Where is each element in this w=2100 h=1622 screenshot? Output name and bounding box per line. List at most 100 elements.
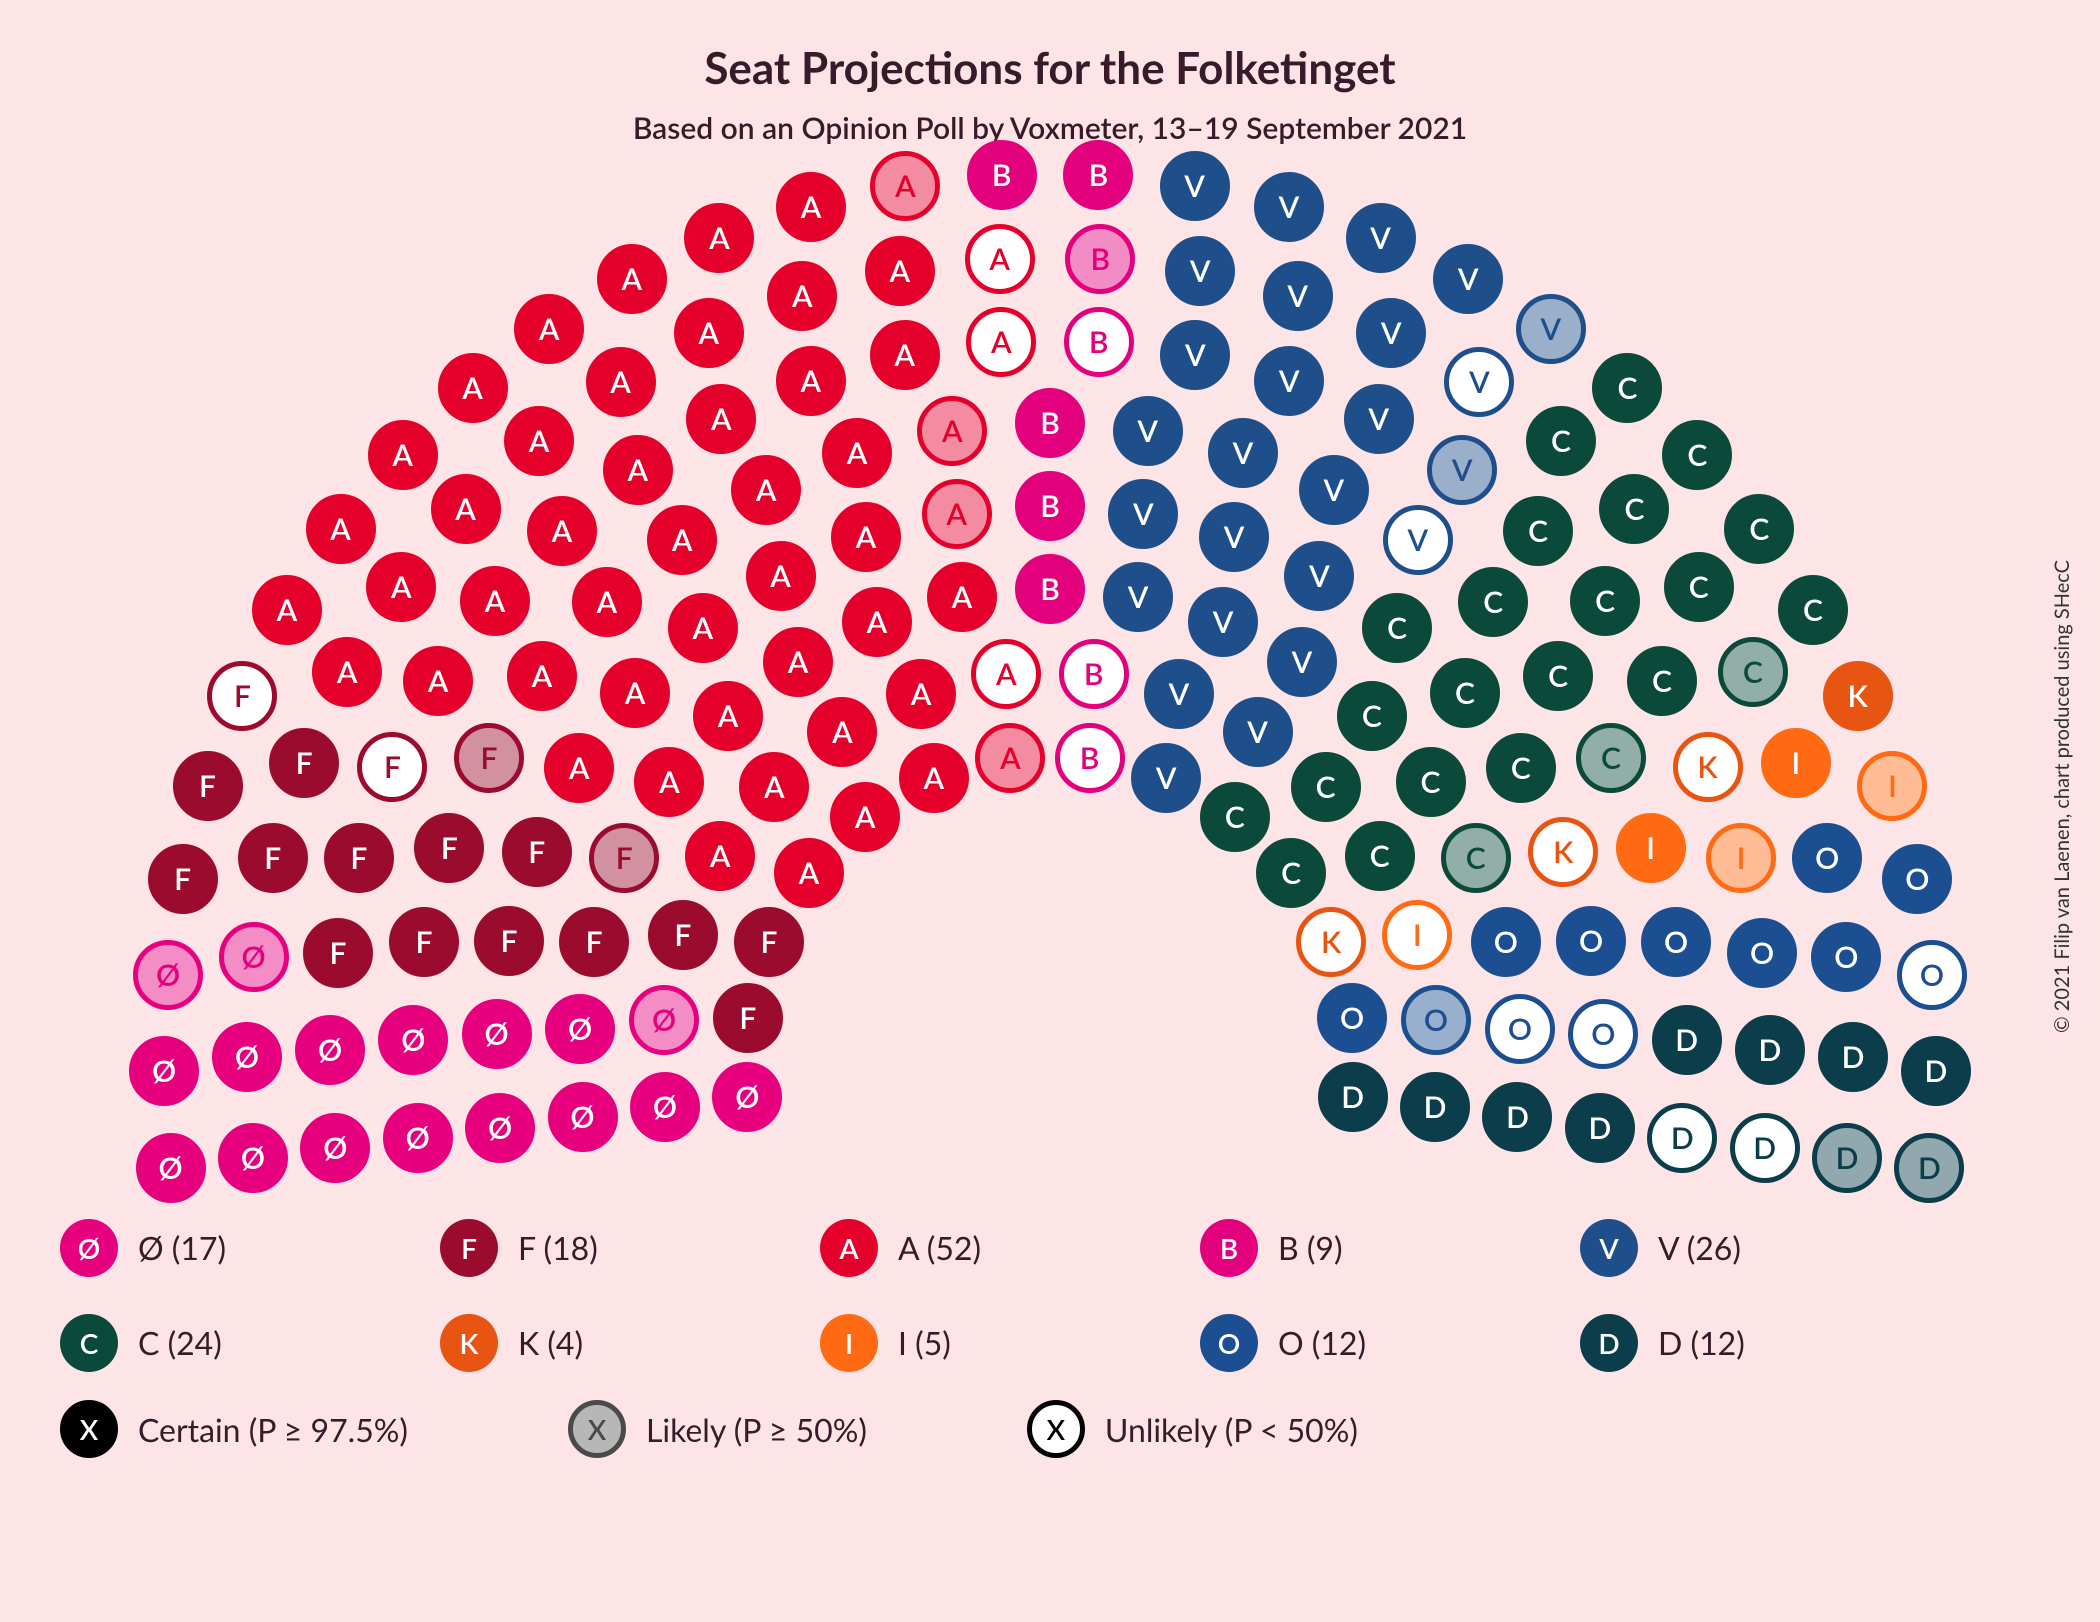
seat-label: C <box>1225 799 1245 835</box>
seat: C <box>1778 575 1848 645</box>
seat-label: V <box>1309 558 1330 594</box>
seat: C <box>1664 552 1734 622</box>
seat-label: Ø <box>156 957 180 993</box>
seat-label: A <box>942 413 963 449</box>
seat-label: C <box>1316 769 1336 805</box>
seat-label: Ø <box>242 939 266 975</box>
seat-label: F <box>296 745 313 781</box>
seat: D <box>1565 1093 1635 1163</box>
seat-label: C <box>1528 513 1548 549</box>
seat-label: A <box>711 401 732 437</box>
seat-label: D <box>1588 1110 1611 1146</box>
seat-label: C <box>1370 838 1390 874</box>
seat: Ø <box>383 1103 453 1173</box>
seat: A <box>586 347 656 417</box>
seat-label: A <box>952 579 973 615</box>
seat: B <box>1059 639 1129 709</box>
seat-label: B <box>1089 157 1109 193</box>
seat-label: K <box>1697 749 1717 785</box>
seat: A <box>842 587 912 657</box>
seat: A <box>460 566 530 636</box>
seat-label: Ø <box>318 1032 342 1068</box>
seat-label: A <box>529 423 550 459</box>
seat: C <box>1662 420 1732 490</box>
seat: K <box>1528 817 1598 887</box>
seat-label: A <box>911 676 932 712</box>
seat: F <box>648 900 718 970</box>
legend-swatch: D <box>1580 1314 1638 1372</box>
seat: A <box>674 298 744 368</box>
seat-label: A <box>539 311 560 347</box>
seat: A <box>899 743 969 813</box>
seat-label: A <box>596 584 617 620</box>
seat-label: D <box>1836 1140 1859 1176</box>
legend-item: KK (4) <box>440 1295 820 1390</box>
legend-swatch: Ø <box>60 1219 118 1277</box>
seat-label: F <box>384 749 401 785</box>
seat-label: F <box>500 923 517 959</box>
prob-legend-item: XCertain (P ≥ 97.5%) <box>60 1400 408 1458</box>
seat: A <box>366 552 436 622</box>
seat-label: V <box>1323 472 1344 508</box>
legend-item: BB (9) <box>1200 1200 1580 1295</box>
seat-label: A <box>277 592 298 628</box>
seat-label: C <box>1511 750 1531 786</box>
seat: O <box>1882 844 1952 914</box>
seat-label: V <box>1458 261 1479 297</box>
seat: V <box>1108 479 1178 549</box>
seat: C <box>1200 782 1270 852</box>
seat-label: B <box>1040 571 1060 607</box>
seat: D <box>1818 1022 1888 1092</box>
seat-label: F <box>329 935 346 971</box>
seat: V <box>1299 455 1369 525</box>
legend-swatch: F <box>440 1219 498 1277</box>
seat: A <box>776 346 846 416</box>
seat: A <box>767 261 837 331</box>
seat: B <box>1015 554 1085 624</box>
seat-label: B <box>1091 241 1111 277</box>
seat: V <box>1346 203 1416 273</box>
seat-label: A <box>764 769 785 805</box>
seat-label: A <box>801 363 822 399</box>
seat: A <box>975 723 1045 793</box>
seat-label: C <box>1618 370 1638 406</box>
seat-label: C <box>1551 423 1571 459</box>
seat: Ø <box>465 1093 535 1163</box>
seat: A <box>831 502 901 572</box>
seat: A <box>966 307 1036 377</box>
prob-legend-swatch: X <box>60 1400 118 1458</box>
seat: A <box>544 733 614 803</box>
seat: I <box>1857 751 1927 821</box>
seat: A <box>572 567 642 637</box>
legend-swatch: O <box>1200 1314 1258 1372</box>
seat-label: F <box>528 834 545 870</box>
legend-swatch: A <box>820 1219 878 1277</box>
seat: A <box>731 455 801 525</box>
seat: V <box>1113 396 1183 466</box>
seat: V <box>1433 244 1503 314</box>
seat: F <box>559 907 629 977</box>
prob-legend-item: XUnlikely (P < 50%) <box>1027 1400 1358 1458</box>
seat-label: V <box>1233 435 1254 471</box>
seat-label: A <box>485 583 506 619</box>
seat: F <box>303 918 373 988</box>
seat: D <box>1400 1072 1470 1142</box>
seat-label: D <box>1671 1120 1694 1156</box>
seat-label: A <box>895 168 916 204</box>
seat-label: A <box>832 714 853 750</box>
seat: V <box>1223 697 1293 767</box>
seat-label: I <box>1413 917 1422 953</box>
seat-label: V <box>1370 220 1391 256</box>
seat: D <box>1318 1062 1388 1132</box>
legend-item: OO (12) <box>1200 1295 1580 1390</box>
seat-label: C <box>1483 584 1503 620</box>
seat: F <box>173 751 243 821</box>
seat-label: V <box>1469 364 1490 400</box>
seat: Ø <box>295 1015 365 1085</box>
seat: C <box>1526 406 1596 476</box>
seat: C <box>1523 641 1593 711</box>
seat: C <box>1430 658 1500 728</box>
seat-label: A <box>996 656 1017 692</box>
legend-item: II (5) <box>820 1295 1200 1390</box>
seat: D <box>1730 1113 1800 1183</box>
